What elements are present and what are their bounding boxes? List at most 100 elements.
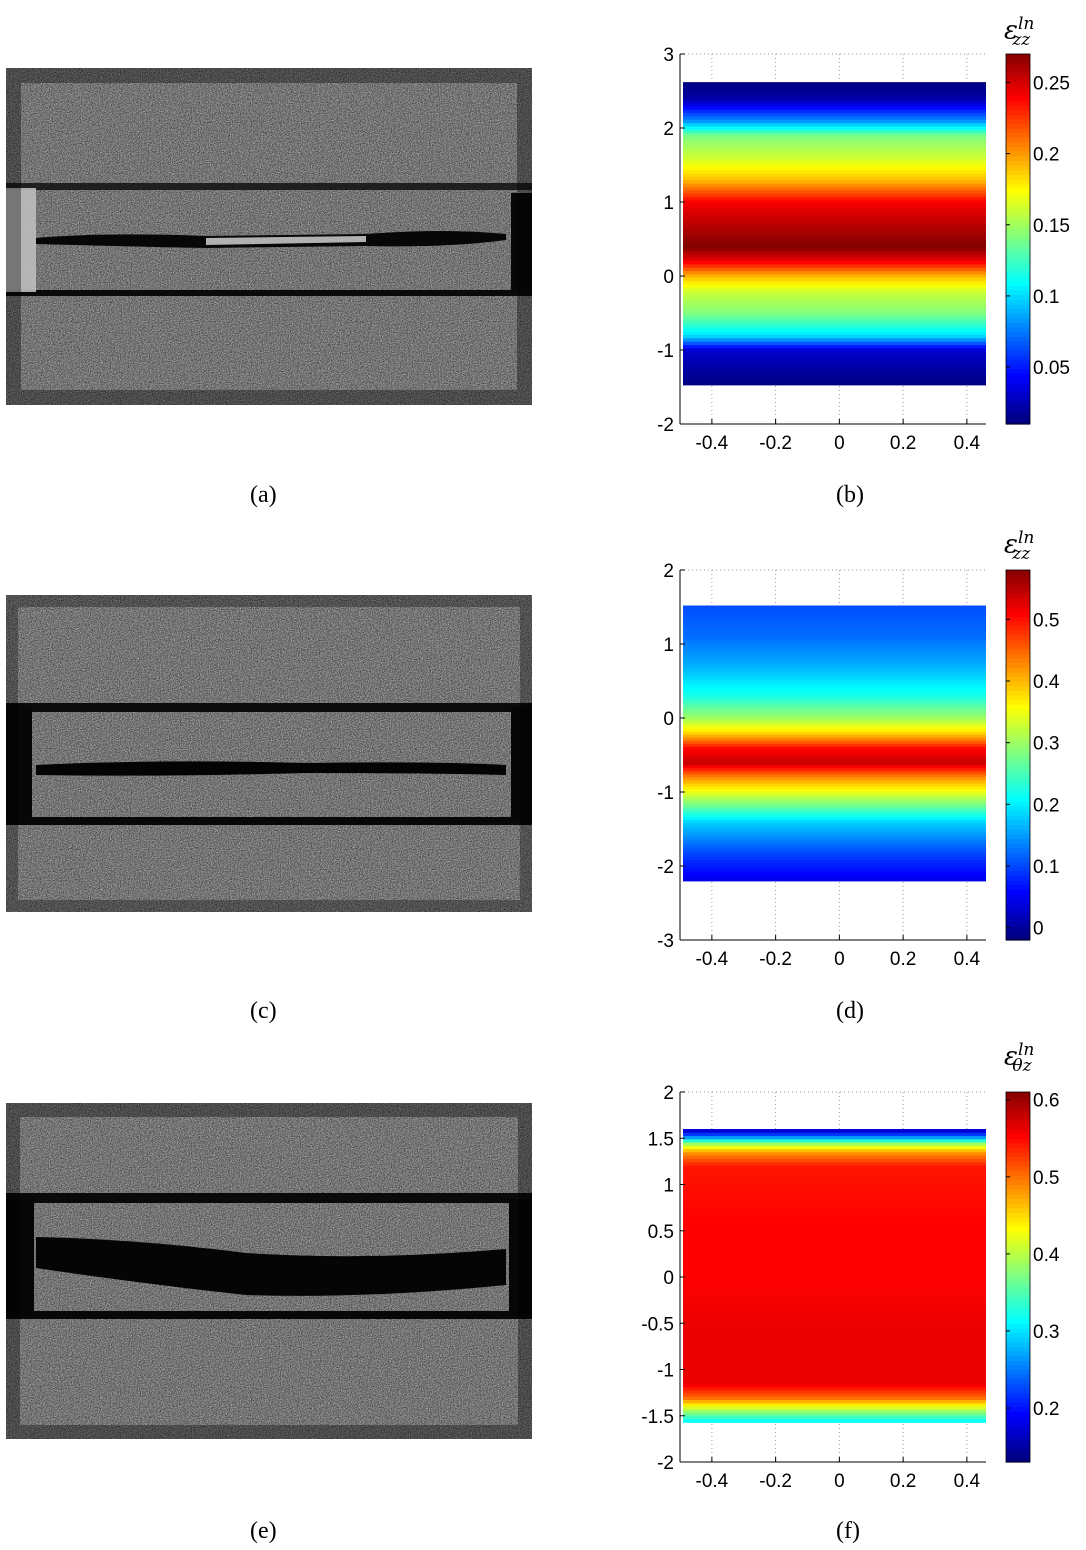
heatmap-band xyxy=(683,703,986,708)
colorbar-step xyxy=(1006,861,1030,867)
heatmap-band xyxy=(683,733,986,738)
heatmap-band xyxy=(683,159,986,164)
heatmap-band xyxy=(683,1207,986,1212)
colorbar-step xyxy=(1006,926,1030,932)
heatmap-band xyxy=(683,715,986,720)
heatmap-band xyxy=(683,877,986,882)
heatmap-band xyxy=(683,1220,986,1225)
x-tick-label: 0 xyxy=(834,433,845,454)
colorbar-step xyxy=(1006,1092,1030,1098)
colorbar-step xyxy=(1006,1184,1030,1190)
colorbar-step xyxy=(1006,1212,1030,1218)
colorbar-step xyxy=(1006,607,1030,613)
heatmap-band xyxy=(683,657,986,662)
heatmap-band xyxy=(683,1168,986,1172)
heatmap-band xyxy=(683,354,986,359)
colorbar-step xyxy=(1006,197,1030,203)
x-tick-label: 0.2 xyxy=(890,1471,916,1492)
colorbar-step xyxy=(1006,377,1030,383)
heatmap-band xyxy=(683,727,986,732)
colorbar-step xyxy=(1006,1429,1030,1435)
heatmap-band xyxy=(683,95,986,100)
caption-f: (f) xyxy=(836,1518,860,1544)
heatmap-band xyxy=(683,156,986,161)
colorbar-step xyxy=(1006,1138,1030,1144)
colorbar-step xyxy=(1006,1235,1030,1241)
colorbar-tick-label: 0.1 xyxy=(1033,857,1059,878)
heatmap-band xyxy=(683,853,986,857)
x-tick-label: -0.4 xyxy=(696,1471,729,1492)
colorbar-step xyxy=(1006,1161,1030,1167)
heatmap-band xyxy=(683,233,986,238)
colorbar-step xyxy=(1006,870,1030,876)
heatmap-band xyxy=(683,1363,986,1368)
colorbar-step xyxy=(1006,1392,1030,1398)
y-tick-label: 2 xyxy=(663,561,674,582)
caption-c: (c) xyxy=(250,998,277,1024)
heatmap-band xyxy=(683,743,986,747)
heatmap-band xyxy=(683,740,986,744)
colorbar-step xyxy=(1006,898,1030,904)
heatmap-band xyxy=(683,663,986,668)
heatmap-band xyxy=(683,623,986,628)
colorbar-step xyxy=(1006,132,1030,138)
heatmap-band xyxy=(683,810,986,815)
colorbar-step xyxy=(1006,178,1030,185)
heatmap-band xyxy=(683,648,986,652)
heatmap-band xyxy=(683,675,986,680)
colorbar-step xyxy=(1006,109,1030,115)
colorbar-step xyxy=(1006,1267,1030,1273)
y-tick-label: -2 xyxy=(657,1453,674,1474)
heatmap-band xyxy=(683,807,986,812)
heatmap-band xyxy=(683,660,986,665)
colorbar-step xyxy=(1006,243,1030,249)
heatmap-band xyxy=(683,132,986,137)
colorbar-step xyxy=(1006,54,1030,60)
heatmap-band xyxy=(683,243,986,248)
heatmap-band xyxy=(683,1265,986,1270)
heatmap-band xyxy=(683,626,986,631)
heatmap-band xyxy=(683,694,986,698)
heatmap-field xyxy=(683,1129,986,1423)
colorbar-step xyxy=(1006,382,1030,388)
heatmap-band xyxy=(683,371,986,376)
heatmap-band xyxy=(683,844,986,848)
heatmap-band xyxy=(683,119,986,124)
heatmap-band xyxy=(683,718,986,723)
speckle-photo-c xyxy=(6,595,532,912)
colorbar-step xyxy=(1006,889,1030,895)
colorbar-step xyxy=(1006,188,1030,194)
colorbar-step xyxy=(1006,72,1030,78)
heatmap-field xyxy=(683,605,986,882)
colorbar-step xyxy=(1006,1351,1030,1357)
heatmap-band xyxy=(683,98,986,103)
colorbar-step xyxy=(1006,1286,1030,1292)
colorbar-step xyxy=(1006,151,1030,157)
colorbar-step xyxy=(1006,285,1030,291)
colorbar-step xyxy=(1006,1411,1030,1417)
colorbar-step xyxy=(1006,1203,1030,1209)
colorbar-step xyxy=(1006,856,1030,862)
colorbar-step xyxy=(1006,1309,1030,1315)
caption-a: (a) xyxy=(250,482,277,508)
colorbar-step xyxy=(1006,58,1030,64)
colorbar: 0.2 0.3 0.4 0.5 0.6 xyxy=(1005,1091,1060,1463)
x-tick-label: -0.2 xyxy=(759,433,792,454)
colorbar-step xyxy=(1006,685,1030,691)
heatmap-band xyxy=(683,1171,986,1176)
x-tick-label: -0.4 xyxy=(696,949,729,970)
colorbar-step xyxy=(1006,280,1030,286)
colorbar-step xyxy=(1006,313,1030,319)
colorbar-step xyxy=(1006,262,1030,268)
colorbar-step xyxy=(1006,1272,1030,1278)
colorbar-step xyxy=(1006,146,1030,152)
colorbar-step xyxy=(1006,1452,1030,1458)
heatmap-band xyxy=(683,82,986,87)
colorbar-step xyxy=(1006,91,1030,97)
heatmap-band xyxy=(683,782,986,787)
colorbar-step xyxy=(1006,155,1030,161)
colorbar-step xyxy=(1006,671,1030,677)
heatmap-band xyxy=(683,871,986,876)
heatmap-band xyxy=(683,1213,986,1218)
x-tick-label: 0 xyxy=(834,949,845,970)
